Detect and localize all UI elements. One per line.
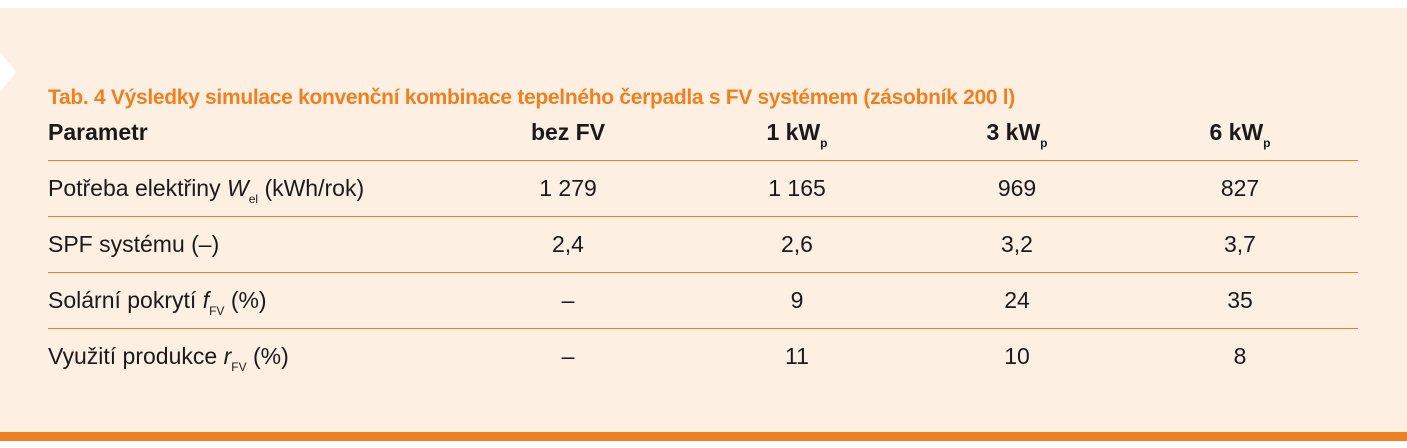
subscript: p: [1040, 136, 1048, 150]
cell-value: 827: [1220, 175, 1260, 201]
header-cell: Parametr: [48, 104, 148, 160]
notch: [0, 52, 16, 92]
bottom-bar: [0, 432, 1407, 441]
subscript: FV: [231, 360, 247, 374]
symbol: W: [226, 175, 249, 201]
cell-value: 11: [785, 343, 809, 369]
row-label: Solární pokrytí fFV (%): [48, 272, 267, 328]
subscript: p: [820, 136, 828, 150]
label-text: SPF systému (–): [48, 231, 220, 257]
cell-value: 3,2: [1001, 231, 1033, 257]
panel: [0, 8, 1407, 432]
subscript: el: [248, 192, 259, 206]
header-text: Parametr: [48, 119, 148, 145]
cell-value: 2,4: [552, 231, 584, 257]
header-text: 1 kW: [766, 119, 821, 145]
label-text: Využití produkce: [48, 343, 218, 369]
cell-value: 1 165: [768, 175, 826, 201]
header-cell: bez FV: [468, 104, 668, 160]
row-label: Potřeba elektřiny Wel (kWh/rok): [48, 160, 364, 216]
row-label: Využití produkce rFV (%): [48, 328, 289, 384]
cell-value: –: [561, 343, 575, 369]
header-row: Parametr bez FV 1 kWp 3 kWp 6 kWp: [48, 104, 1358, 161]
unit: (%): [252, 343, 289, 369]
header-cell: 3 kWp: [917, 104, 1117, 160]
header-cell: 1 kWp: [697, 104, 897, 160]
row-label: SPF systému (–): [48, 216, 219, 272]
table-title: Tab. 4 Výsledky simulace konvenční kombi…: [48, 86, 1015, 109]
cell-value: 3,7: [1224, 231, 1256, 257]
cell-value: 8: [1233, 343, 1247, 369]
header-text: 3 kW: [986, 119, 1041, 145]
cell-value: 9: [790, 287, 804, 313]
subscript: FV: [209, 304, 225, 318]
header-cell: 6 kWp: [1140, 104, 1340, 160]
label-text: Solární pokrytí: [48, 287, 197, 313]
cell-value: 969: [997, 175, 1037, 201]
unit: (%): [230, 287, 267, 313]
label-text: Potřeba elektřiny: [48, 175, 221, 201]
cell-value: 24: [1004, 287, 1030, 313]
cell-value: 2,6: [781, 231, 813, 257]
header-text: 6 kW: [1209, 119, 1264, 145]
symbol: f: [202, 287, 210, 313]
header-text: bez FV: [530, 119, 606, 145]
cell-value: 10: [1004, 343, 1030, 369]
table-row: Solární pokrytí fFV (%) – 9 24 35: [48, 272, 1358, 329]
table-row: Využití produkce rFV (%) – 11 10 8: [48, 328, 1358, 384]
unit: (kWh/rok): [264, 175, 365, 201]
cell-value: –: [561, 287, 575, 313]
cell-value: 1 279: [539, 175, 597, 201]
table-row: SPF systému (–) 2,4 2,6 3,2 3,7: [48, 216, 1358, 273]
symbol: r: [223, 343, 232, 369]
cell-value: 35: [1227, 287, 1253, 313]
subscript: p: [1263, 136, 1271, 150]
table-row: Potřeba elektřiny Wel (kWh/rok) 1 279 1 16…: [48, 160, 1358, 217]
